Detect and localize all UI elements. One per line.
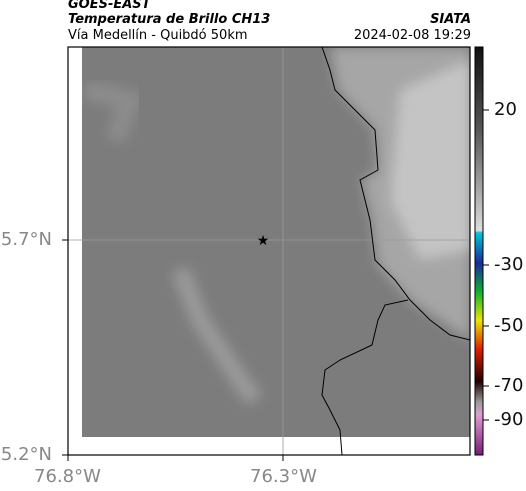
route: Vía Medellín - Quibdó 50km: [68, 28, 248, 43]
colorbar: [474, 46, 484, 456]
lon-label: 76.8°W: [34, 466, 101, 487]
map-frame: [67, 46, 471, 456]
colorbar-tick-label: -30: [494, 254, 524, 275]
colorbar-ticks: [483, 109, 489, 421]
colorbar-tick-label: -90: [494, 409, 524, 430]
colorbar-tick-label: 20: [494, 99, 517, 120]
svg-text:★: ★: [257, 233, 270, 249]
product: Temperatura de Brillo CH13: [68, 12, 271, 27]
colorbar-tick-label: -50: [494, 315, 524, 336]
map-image: ★: [68, 47, 470, 455]
satellite: GOES-EAST: [68, 0, 151, 12]
colorbar-tick-label: -70: [494, 375, 524, 396]
org: SIATA: [430, 12, 471, 27]
lat-label: 5.7°N: [0, 229, 52, 250]
lon-label: 76.3°W: [250, 466, 317, 487]
datetime: 2024-02-08 19:29: [353, 28, 471, 43]
lat-label: 5.2°N: [0, 444, 52, 465]
